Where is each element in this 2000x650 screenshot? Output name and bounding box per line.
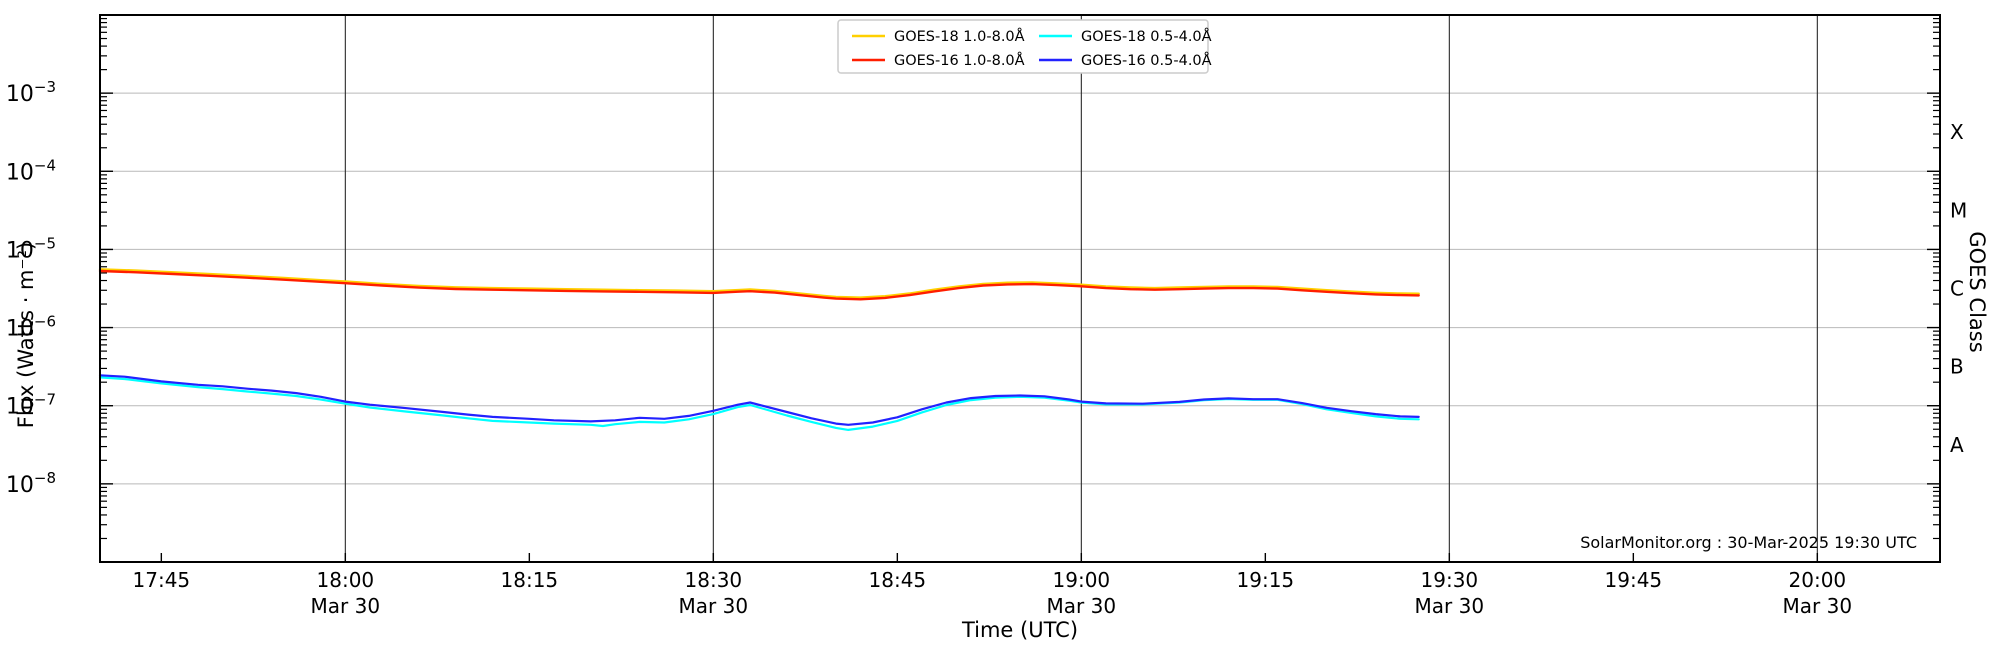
goes-class-letter-m: M bbox=[1950, 198, 1967, 222]
x-tick-label: 19:00 bbox=[1053, 568, 1111, 592]
series-line-goes-16-1-0-8-0- bbox=[98, 269, 1420, 301]
legend-box bbox=[837, 19, 1209, 74]
goes-class-letter-c: C bbox=[1950, 277, 1964, 301]
right-axis-label: GOES Class bbox=[1965, 231, 1989, 353]
x-tick-label: 19:30 bbox=[1421, 568, 1479, 592]
plot-border bbox=[99, 14, 1941, 563]
x-tick-date-label: Mar 30 bbox=[679, 594, 749, 618]
legend-entry-label: GOES-16 0.5-4.0Å bbox=[1081, 52, 1212, 69]
x-tick-label: 17:45 bbox=[133, 568, 191, 592]
x-tick-date-label: Mar 30 bbox=[1783, 594, 1853, 618]
legend-entry-label: GOES-16 1.0-8.0Å bbox=[894, 52, 1025, 69]
x-tick-date-label: Mar 30 bbox=[1047, 594, 1117, 618]
goes-class-letter-b: B bbox=[1950, 355, 1964, 379]
y-tick-label: 10−4 bbox=[6, 156, 56, 185]
x-axis-label: Time (UTC) bbox=[961, 618, 1079, 642]
x-tick-label: 19:45 bbox=[1605, 568, 1663, 592]
x-tick-label: 18:15 bbox=[501, 568, 559, 592]
source-timestamp-annotation: SolarMonitor.org : 30-Mar-2025 19:30 UTC bbox=[1580, 533, 1917, 552]
x-tick-date-label: Mar 30 bbox=[1415, 594, 1485, 618]
y-tick-label: 10−8 bbox=[6, 469, 56, 498]
x-tick-label: 18:00 bbox=[317, 568, 375, 592]
series-line-goes-18-0-5-4-0- bbox=[98, 376, 1420, 431]
goes-class-letter-a: A bbox=[1950, 433, 1964, 457]
y-tick-label: 10−3 bbox=[6, 78, 56, 107]
series-line-goes-18-1-0-8-0- bbox=[98, 268, 1420, 299]
y-axis-label: Flux (Watts · m⁻²) bbox=[14, 241, 38, 429]
x-tick-label: 18:30 bbox=[685, 568, 743, 592]
x-tick-label: 19:15 bbox=[1237, 568, 1295, 592]
x-tick-label: 20:00 bbox=[1789, 568, 1847, 592]
x-tick-date-label: Mar 30 bbox=[311, 594, 381, 618]
goes-class-letter-x: X bbox=[1950, 120, 1964, 144]
series-line-goes-16-0-5-4-0- bbox=[98, 374, 1420, 426]
legend-entry-label: GOES-18 1.0-8.0Å bbox=[894, 28, 1025, 45]
x-tick-label: 18:45 bbox=[869, 568, 927, 592]
legend-entry-label: GOES-18 0.5-4.0Å bbox=[1081, 28, 1212, 45]
